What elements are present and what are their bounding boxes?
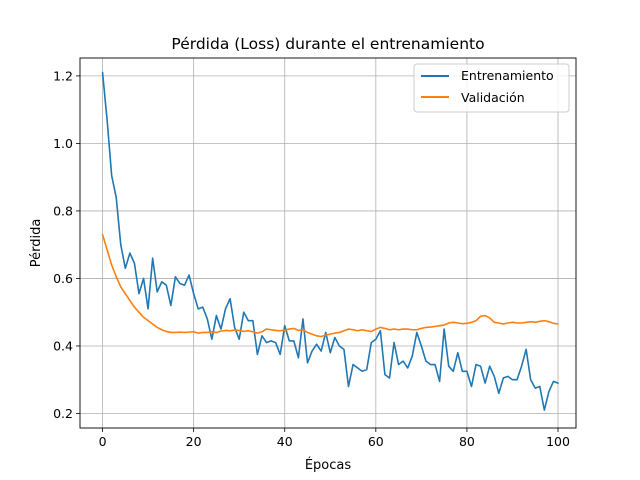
legend: Entrenamiento Validación xyxy=(413,63,570,113)
x-tick-label: 60 xyxy=(368,434,384,449)
x-tick-label: 80 xyxy=(459,434,475,449)
y-tick-label: 0.6 xyxy=(53,271,73,286)
y-tick-label: 0.2 xyxy=(53,406,73,421)
y-tick-label: 1.2 xyxy=(53,68,73,83)
chart-title: Pérdida (Loss) durante el entrenamiento xyxy=(171,35,484,53)
series-layer xyxy=(101,71,559,411)
plot-area-frame xyxy=(79,57,577,429)
x-tick-label: 0 xyxy=(99,434,107,449)
legend-frame xyxy=(413,63,570,113)
y-axis-title: Pérdida xyxy=(29,219,44,268)
tick-layer: 0 20 40 60 80 100 0.2 0.4 0.6 0.8 1.0 1.2 xyxy=(53,68,570,449)
x-tick-label: 20 xyxy=(186,434,202,449)
x-tick-label: 100 xyxy=(546,434,570,449)
legend-label-validacion: Validación xyxy=(461,90,525,105)
y-tick-label: 1.0 xyxy=(53,136,73,151)
series-line-validacion xyxy=(101,233,559,338)
grid-layer xyxy=(80,58,576,428)
y-tick-label: 0.8 xyxy=(53,203,73,218)
x-axis-title: Épocas xyxy=(305,457,352,473)
y-tick-label: 0.4 xyxy=(53,338,73,353)
legend-label-entrenamiento: Entrenamiento xyxy=(461,68,554,83)
series-line-entrenamiento xyxy=(101,71,559,411)
x-tick-label: 40 xyxy=(277,434,293,449)
